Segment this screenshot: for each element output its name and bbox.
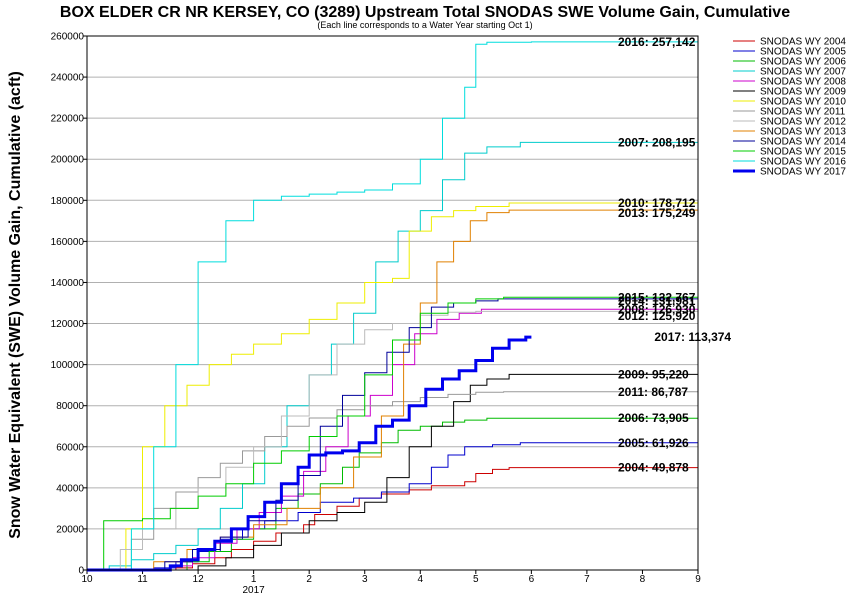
chart-title: BOX ELDER CR NR KERSEY, CO (3289) Upstre… <box>60 4 790 21</box>
x-tick-label: 9 <box>695 574 701 585</box>
series-line <box>87 373 698 571</box>
y-tick-label: 240000 <box>51 73 85 84</box>
x-tick-label: 3 <box>362 574 368 585</box>
x-tick-label: 7 <box>584 574 590 585</box>
y-tick-label: 160000 <box>51 237 85 248</box>
legend-label: SNODAS WY 2007 <box>760 67 846 78</box>
chart-subtitle: (Each line corresponds to a Water Year s… <box>317 20 532 30</box>
legend-label: SNODAS WY 2006 <box>760 57 846 68</box>
legend-label: SNODAS WY 2015 <box>760 147 846 158</box>
series-end-label: 2017: 113,374 <box>654 330 731 344</box>
series-end-label: 2007: 208,195 <box>618 135 696 149</box>
y-tick-label: 260000 <box>51 32 85 43</box>
legend-label: SNODAS WY 2012 <box>760 117 846 128</box>
grid <box>87 35 698 571</box>
series-end-label: 2011: 86,787 <box>618 385 688 399</box>
x-tick-label: 6 <box>529 574 535 585</box>
series-end-label: 2009: 95,220 <box>618 367 689 381</box>
series-end-label: 2004: 49,878 <box>618 461 689 475</box>
legend-label: SNODAS WY 2010 <box>760 97 846 108</box>
x-tick-label: 4 <box>417 574 423 585</box>
series-end-label: 2016: 257,142 <box>618 35 696 49</box>
y-tick-label: 140000 <box>51 278 85 289</box>
series-line <box>87 202 698 571</box>
y-axis-label: Snow Water Equivalent (SWE) Volume Gain,… <box>7 71 24 539</box>
legend-label: SNODAS WY 2011 <box>760 107 846 118</box>
y-tick-label: 0 <box>78 566 84 577</box>
series-line <box>87 41 698 571</box>
y-tick-label: 220000 <box>51 114 85 125</box>
series-line <box>87 298 698 571</box>
y-tick-label: 60000 <box>56 442 84 453</box>
x-tick-label: 5 <box>473 574 479 585</box>
series-line <box>87 467 698 571</box>
x-year-label: 2017 <box>243 585 266 596</box>
series-end-label: 2005: 61,926 <box>618 436 689 450</box>
x-tick-label: 11 <box>137 574 148 585</box>
legend-label: SNODAS WY 2005 <box>760 47 846 58</box>
x-tick-label: 10 <box>81 574 93 585</box>
series-line <box>87 335 532 572</box>
legend-label: SNODAS WY 2009 <box>760 87 846 98</box>
series-line <box>87 310 698 571</box>
x-tick-label: 1 <box>251 574 257 585</box>
y-tick-label: 200000 <box>51 155 85 166</box>
series-end-label: 2008: 126,930 <box>618 302 696 316</box>
series-line <box>87 296 698 571</box>
y-ticks: 0 20000 40000 60000 80000 100000 120000 140000 1… <box>51 32 87 577</box>
legend-label: SNODAS WY 2013 <box>760 127 846 138</box>
y-tick-label: 180000 <box>51 196 85 207</box>
series-line <box>87 442 698 571</box>
series-line <box>87 308 698 571</box>
legend-label: SNODAS WY 2017 <box>760 167 846 178</box>
y-tick-label: 120000 <box>51 319 85 330</box>
x-tick-label: 2 <box>306 574 312 585</box>
x-tick-label: 8 <box>640 574 646 585</box>
y-tick-label: 20000 <box>56 524 84 535</box>
legend-label: SNODAS WY 2016 <box>760 157 846 168</box>
plot-frame <box>86 35 699 571</box>
legend-label: SNODAS WY 2014 <box>760 137 846 148</box>
y-tick-label: 40000 <box>56 483 84 494</box>
y-tick-label: 80000 <box>56 401 84 412</box>
series-group <box>87 41 698 572</box>
series-end-label: 2012: 125,920 <box>618 309 696 323</box>
series-end-label: 2006: 73,905 <box>618 411 689 425</box>
legend-label: SNODAS WY 2004 <box>760 37 846 48</box>
series-end-label: 2014: 131,981 <box>618 294 696 308</box>
series-end-label: 2010: 178,712 <box>618 196 696 210</box>
series-line <box>87 417 698 571</box>
x-tick-label: 12 <box>193 574 205 585</box>
y-tick-label: 100000 <box>51 360 85 371</box>
legend-label: SNODAS WY 2008 <box>760 77 846 88</box>
series-end-label: 2013: 175,249 <box>618 206 696 220</box>
end-labels: 2004: 49,878 2005: 61,926 2006: 73,905 2007… <box>618 35 731 475</box>
series-end-label: 2015: 132,767 <box>618 290 696 304</box>
series-line <box>87 391 698 571</box>
